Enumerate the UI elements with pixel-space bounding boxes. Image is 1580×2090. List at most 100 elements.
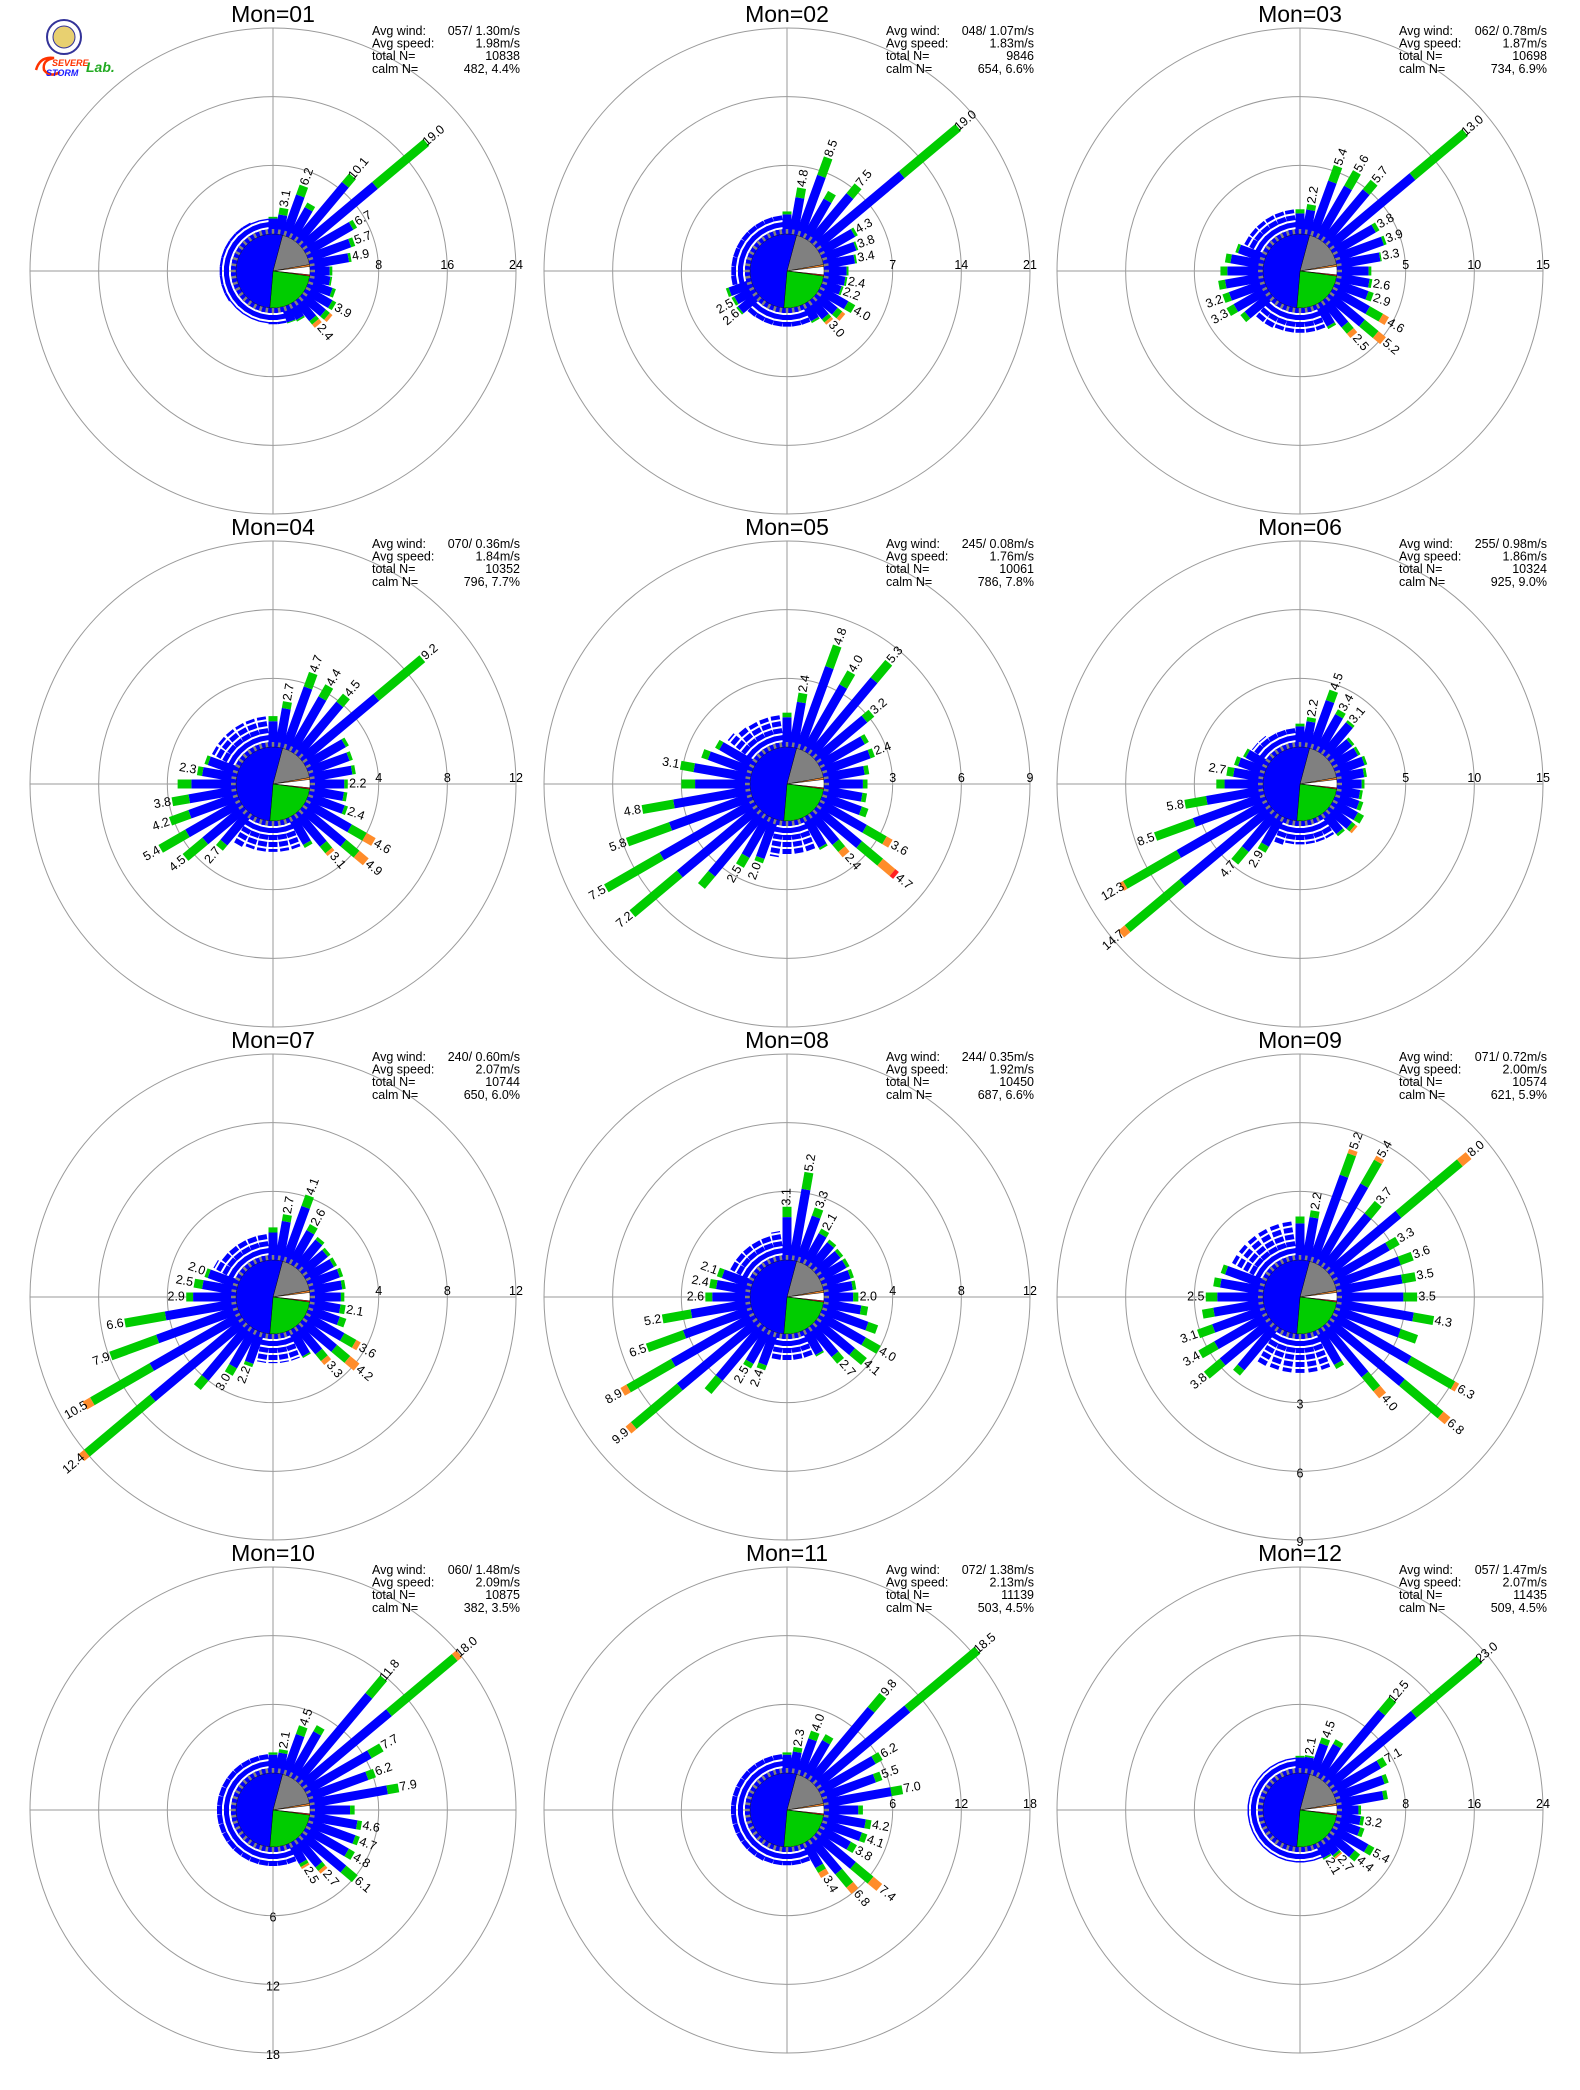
petal-segment-green xyxy=(1184,796,1208,809)
inner-tick xyxy=(812,240,818,246)
inner-tick xyxy=(238,758,244,764)
petal-segment-green xyxy=(296,315,305,322)
petal-segment-blue xyxy=(1335,1274,1403,1296)
petal-segment-blue xyxy=(801,1232,827,1268)
inner-tick xyxy=(1315,233,1321,239)
petal-value-label: 2.7 xyxy=(280,682,297,702)
inner-tick xyxy=(821,1820,828,1825)
petal-segment-green xyxy=(124,1311,167,1328)
petal-segment-blue xyxy=(693,763,752,783)
petal-segment-blue xyxy=(1333,792,1360,810)
petal-segment-orange xyxy=(1334,1851,1343,1859)
petal-segment-green xyxy=(822,1734,834,1745)
petal-segment-blue xyxy=(229,291,248,309)
petal-segment-blue xyxy=(801,813,827,849)
petal-segment-blue xyxy=(747,225,767,246)
petal-segment-blue xyxy=(807,1706,875,1785)
petal-segment-blue xyxy=(1256,1772,1275,1790)
petal-segment-orange xyxy=(325,847,335,857)
petal-segment-blue xyxy=(306,1268,340,1289)
stat-label: total N= xyxy=(372,49,415,63)
petal-segment-green xyxy=(1226,766,1235,777)
ring-value-label: 6 xyxy=(889,1797,896,1811)
petal-segment-orange xyxy=(867,1876,883,1891)
inner-tick xyxy=(283,743,288,750)
petal-segment-blue xyxy=(1265,215,1286,242)
petal-segment-blue xyxy=(1249,1818,1267,1833)
inner-tick xyxy=(802,816,808,822)
petal-segment-blue xyxy=(1335,1790,1384,1809)
panel-title: Mon=09 xyxy=(1258,1027,1342,1053)
inner-tick xyxy=(1258,776,1264,780)
inner-tick xyxy=(766,233,772,239)
inner-tick xyxy=(307,1307,314,1312)
petal-segment-orange xyxy=(351,1339,361,1351)
inner-tick xyxy=(305,250,311,256)
petal-value-label: 3.5 xyxy=(1418,1289,1435,1303)
petal-segment-blue xyxy=(244,1330,265,1364)
petal-segment-blue xyxy=(816,1756,876,1796)
petal-segment-green xyxy=(735,853,750,868)
petal-segment-green xyxy=(853,241,859,251)
inner-tick xyxy=(309,1814,315,1818)
petal-segment-blue xyxy=(287,1326,310,1357)
inner-tick xyxy=(1258,263,1264,267)
petal-segment-green xyxy=(1357,1827,1365,1838)
inner-tick xyxy=(779,820,783,826)
wind-rose-panel: 2.74.12.62.13.64.23.32.23.012.410.57.96.… xyxy=(29,1027,523,1541)
petal-segment-blue xyxy=(235,296,253,315)
inner-tick xyxy=(819,1312,825,1318)
inner-tick xyxy=(247,300,253,306)
petal-segment-blue xyxy=(298,1830,347,1873)
inner-tick xyxy=(1274,749,1280,755)
ring-value-label: 8 xyxy=(375,258,382,272)
petal-segment-blue xyxy=(1308,817,1325,843)
petal-segment-blue xyxy=(812,171,905,251)
inner-tick xyxy=(797,1844,802,1851)
ring-value-label: 3 xyxy=(1297,1398,1304,1412)
inner-tick xyxy=(283,230,288,237)
inner-tick xyxy=(745,776,751,780)
stat-value: 654, 6.6% xyxy=(978,62,1034,76)
petal-segment-blue xyxy=(820,1773,876,1802)
inner-tick xyxy=(823,788,829,792)
petal-segment-blue xyxy=(754,1758,773,1781)
petal-segment-blue xyxy=(816,1824,852,1850)
petal-segment-blue xyxy=(1329,224,1376,257)
panel-title: Mon=06 xyxy=(1258,514,1342,540)
petal-segment-green xyxy=(301,1194,314,1209)
pie-slice-gray xyxy=(1299,1774,1337,1811)
petal-segment-green xyxy=(372,138,430,189)
stat-label: Avg speed: xyxy=(372,1576,434,1590)
petal-segment-blue xyxy=(1233,767,1265,783)
petal-segment-green xyxy=(1361,1371,1381,1392)
inner-tick xyxy=(231,1802,237,1806)
petal-segment-green xyxy=(743,1359,754,1369)
stat-value: 2.13m/s xyxy=(990,1576,1034,1590)
petal-segment-green xyxy=(701,749,711,760)
petal-segment-blue xyxy=(1333,1775,1385,1802)
petal-segment-blue xyxy=(748,721,773,755)
petal-segment-green xyxy=(679,760,695,773)
inner-tick xyxy=(307,281,314,286)
stat-label: total N= xyxy=(886,562,929,576)
petal-segment-blue xyxy=(795,1738,817,1777)
petal-segment-blue xyxy=(1329,1824,1369,1853)
petal-segment-blue xyxy=(801,198,832,242)
petal-segment-green xyxy=(329,287,336,298)
petal-segment-blue xyxy=(298,804,347,847)
inner-tick xyxy=(1334,1282,1341,1287)
petal-segment-blue xyxy=(293,809,327,847)
inner-tick xyxy=(807,236,813,242)
petal-segment-blue xyxy=(1320,1322,1369,1378)
petal-segment-blue xyxy=(807,1322,839,1358)
inner-tick xyxy=(1320,300,1326,306)
petal-segment-green xyxy=(716,1267,725,1279)
ring-value-label: 16 xyxy=(440,258,454,272)
ring-value-label: 12 xyxy=(1023,1284,1037,1298)
petal-segment-green xyxy=(1397,1328,1419,1344)
petal-segment-blue xyxy=(1269,1330,1292,1370)
petal-value-label: 4.1 xyxy=(303,1176,322,1197)
petal-segment-blue xyxy=(728,279,754,296)
inner-tick xyxy=(1262,799,1268,805)
